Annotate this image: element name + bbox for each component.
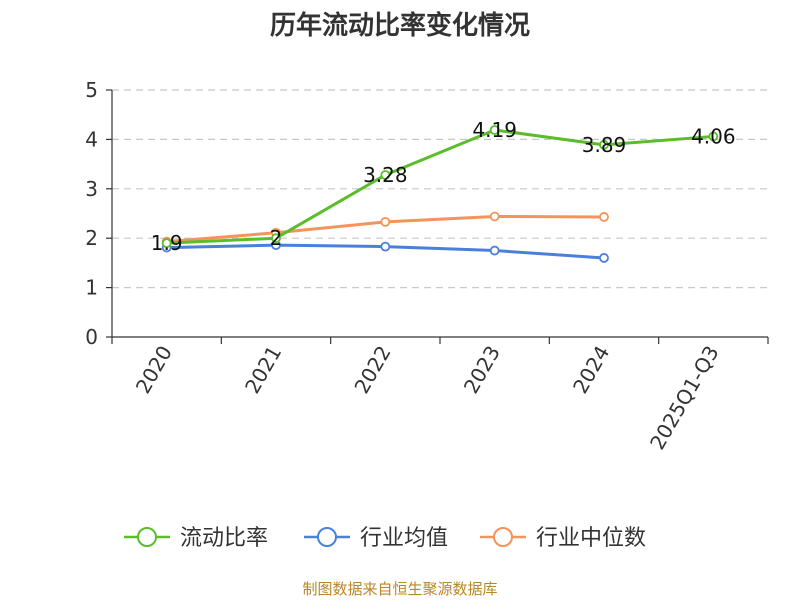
x-tick-label: 2023 [459,341,505,397]
legend-swatch-marker [137,527,157,547]
legend: 流动比率 行业均值 行业中位数 [124,526,646,551]
data-point [271,233,281,244]
data-point [380,241,391,252]
legend-swatch-marker [317,527,337,547]
data-label: 3.28 [363,163,408,187]
data-point [489,125,500,135]
axis-layer: 0 1 2 3 4 5 2020 2021 2022 2023 2024 2025Q1-Q3 [85,78,769,454]
legend-item: 行业均值 [304,526,448,551]
x-tick-label: 2025Q1-Q3 [645,342,724,454]
data-label: 1.9 [151,231,183,255]
y-tick-label: 2 [85,226,98,250]
legend-label: 行业均值 [360,526,448,551]
legend-swatch-marker [493,527,513,547]
y-tick-label: 5 [85,78,98,102]
y-tick-label: 0 [85,325,98,349]
data-point [380,170,391,180]
legend-label: 行业中位数 [536,526,646,551]
y-tick-label: 3 [85,177,98,201]
grid-layer [112,89,768,289]
x-tick-label: 2022 [349,342,395,398]
data-point [708,131,719,142]
data-label: 2 [270,226,283,250]
data-label: 4.19 [472,118,517,142]
data-point [489,211,500,222]
data-label-layer: 1.9 2 3.28 4.19 3.89 4.06 [151,118,736,255]
x-tick-label: 2024 [568,342,614,398]
x-tick-label: 2020 [131,342,177,398]
data-point [599,139,609,150]
data-point [380,216,391,227]
data-point [599,212,609,222]
data-point [489,245,500,256]
data-point [161,238,172,249]
chart-title: 历年流动比率变化情况 [270,10,530,41]
y-tick-label: 1 [85,276,98,300]
data-label: 3.89 [582,133,627,157]
legend-item: 流动比率 [124,526,268,551]
data-point [599,253,609,263]
legend-label: 流动比率 [180,526,268,551]
legend-item: 行业中位数 [480,526,646,551]
x-tick-label: 2021 [240,342,286,398]
y-tick-label: 4 [85,127,98,151]
data-label: 4.06 [691,124,736,148]
series-layer [161,125,719,263]
source-note: 制图数据来自恒生聚源数据库 [302,580,497,598]
series-line [165,128,715,245]
